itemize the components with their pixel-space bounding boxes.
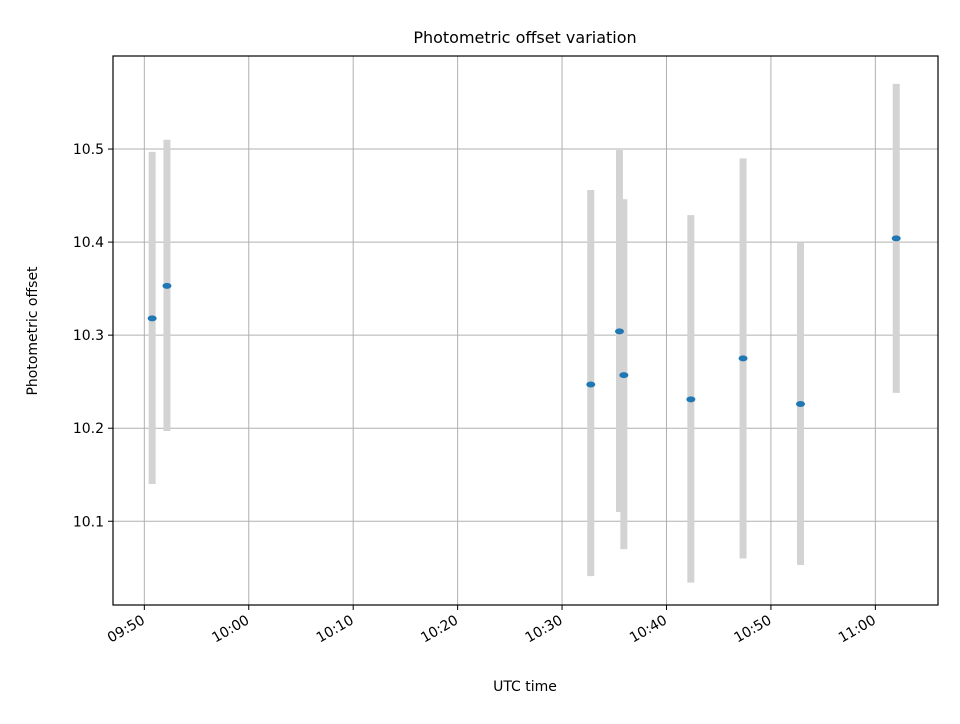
x-tick-label: 10:30 (523, 612, 566, 646)
x-tick-label: 11:00 (836, 612, 879, 646)
errorbar-layer (148, 83, 900, 583)
x-tick-label: 10:40 (627, 612, 670, 646)
x-tick-label: 10:10 (314, 612, 357, 646)
y-tick-label: 10.3 (73, 328, 104, 344)
data-point (586, 381, 596, 388)
data-point (147, 315, 157, 322)
x-axis-label: UTC time (493, 679, 557, 695)
grid-layer (113, 56, 938, 605)
plot-frame (112, 55, 939, 606)
x-tick-layer: 09:50 10:00 10:10 10:20 10:30 10:40 10:50 11:00 (105, 605, 879, 646)
data-point (738, 355, 748, 362)
y-tick-label: 10.5 (73, 142, 104, 158)
y-tick-label: 10.4 (73, 235, 104, 251)
y-tick-layer: 10.1 10.2 10.3 10.4 10.5 (73, 142, 113, 530)
data-point (162, 282, 172, 289)
x-tick-label: 09:50 (105, 612, 148, 646)
data-point (614, 328, 624, 335)
point-layer (147, 235, 901, 408)
data-point (891, 235, 901, 242)
x-tick-label: 10:50 (731, 612, 774, 646)
x-tick-label: 10:00 (209, 612, 252, 646)
y-tick-label: 10.2 (73, 421, 104, 437)
y-axis-label: Photometric offset (25, 266, 41, 396)
chart-title: Photometric offset variation (413, 28, 636, 47)
data-point (796, 401, 805, 408)
data-point (686, 396, 696, 403)
y-tick-label: 10.1 (73, 514, 104, 530)
x-tick-label: 10:20 (418, 612, 461, 646)
data-point (619, 372, 629, 379)
